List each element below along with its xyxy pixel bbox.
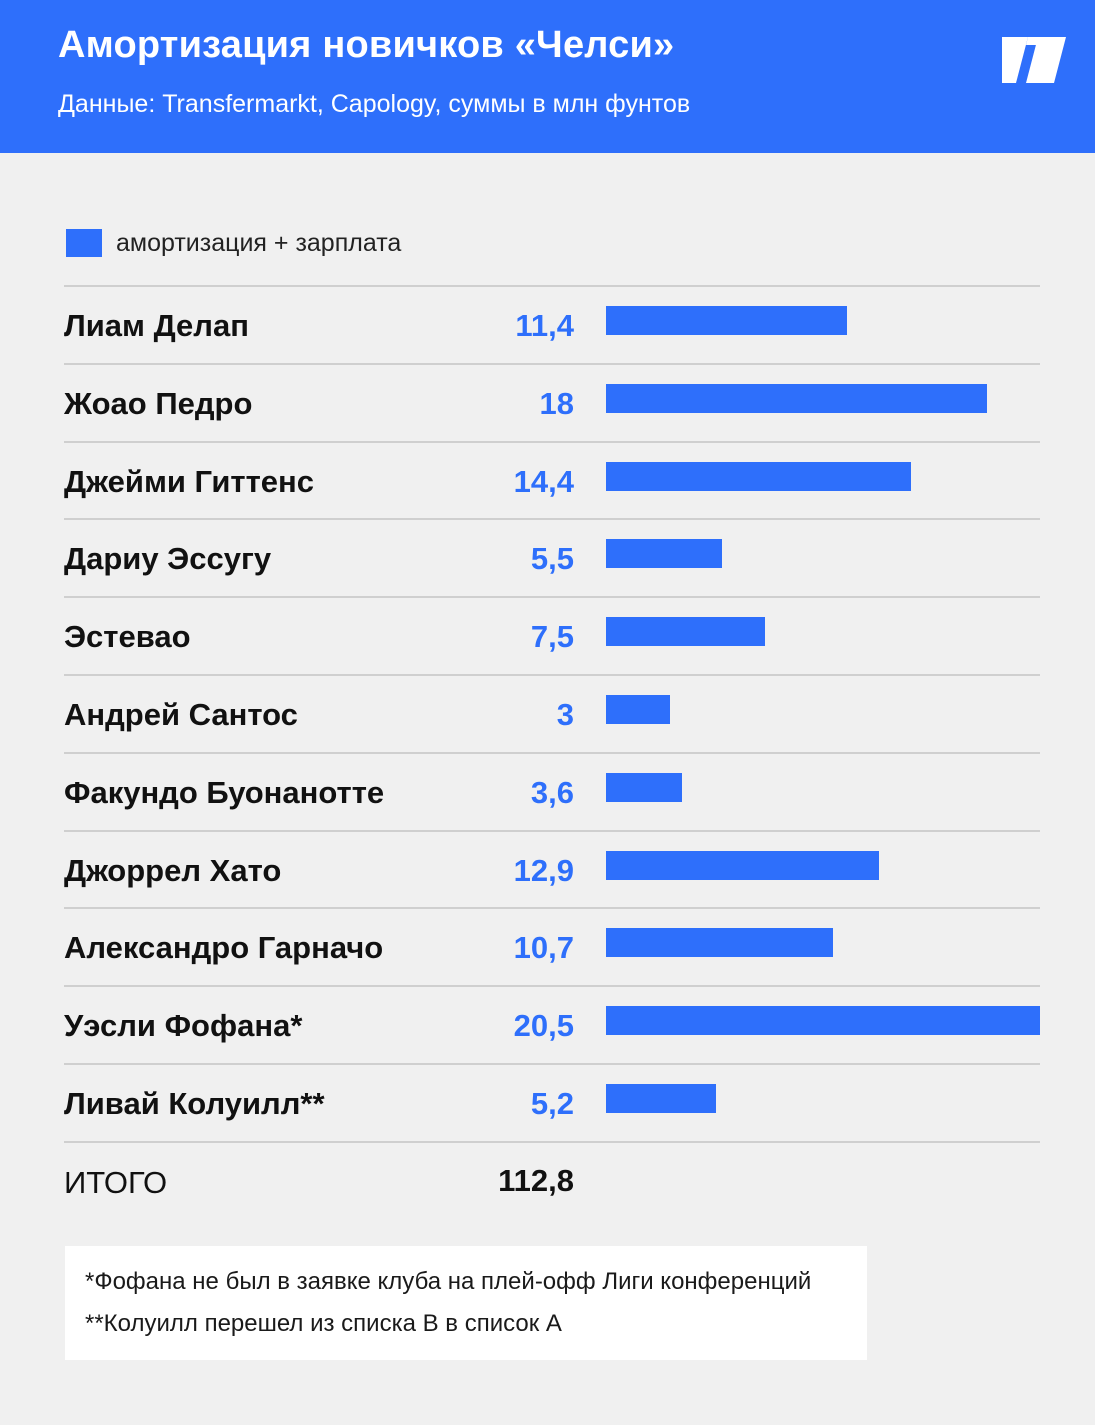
category-label: Ливай Колуилл** <box>64 1086 325 1121</box>
footnotes-box: *Фофана не был в заявке клуба на плей-оф… <box>65 1246 867 1360</box>
bar <box>606 1084 716 1113</box>
row-divider <box>64 596 1040 598</box>
bar <box>606 851 879 880</box>
data-label: 11,4 <box>515 308 574 343</box>
total-label: ИТОГО <box>64 1165 168 1200</box>
data-label: 10,7 <box>513 930 574 965</box>
bar <box>606 539 722 568</box>
legend-label: амортизация + зарплата <box>116 229 402 257</box>
data-label: 12,9 <box>513 853 574 888</box>
category-label: Джейми Гиттенс <box>64 464 314 499</box>
data-label: 7,5 <box>530 619 574 654</box>
data-label: 5,5 <box>530 541 574 576</box>
category-label: Джоррел Хато <box>64 853 282 888</box>
data-label: 5,2 <box>530 1086 574 1121</box>
row-divider <box>64 752 1040 754</box>
footnote-2: **Колуилл перешел из списка B в список A <box>85 1310 562 1337</box>
category-label: Дариу Эссугу <box>64 541 272 576</box>
category-label: Жоао Педро <box>64 386 253 421</box>
chart-title: Амортизация новичков «Челси» <box>58 24 675 66</box>
legend-swatch <box>66 229 102 257</box>
bar <box>606 928 833 957</box>
chart-row: Александро Гарначо 10,7 <box>0 908 1095 986</box>
chart-row: Джоррел Хато 12,9 <box>0 831 1095 909</box>
category-label: Андрей Сантос <box>64 697 298 732</box>
footnote-1: *Фофана не был в заявке клуба на плей-оф… <box>85 1268 812 1295</box>
chart-row: Уэсли Фофана* 20,5 <box>0 986 1095 1064</box>
chart-row: Жоао Педро 18 <box>0 364 1095 442</box>
data-label: 3,6 <box>530 775 574 810</box>
chart-row: Ливай Колуилл** 5,2 <box>0 1064 1095 1142</box>
bar <box>606 306 847 335</box>
row-divider <box>64 907 1040 909</box>
row-divider <box>64 830 1040 832</box>
data-label: 20,5 <box>513 1008 574 1043</box>
bar <box>606 773 682 802</box>
category-label: Факундо Буонанотте <box>64 775 385 810</box>
total-value: 112,8 <box>498 1163 574 1198</box>
row-divider <box>64 1063 1040 1065</box>
row-divider <box>64 363 1040 365</box>
header-banner: Амортизация новичков «Челси» Данные: Tra… <box>0 0 1095 153</box>
category-label: Уэсли Фофана* <box>64 1008 303 1043</box>
chart-row: Дариу Эссугу 5,5 <box>0 519 1095 597</box>
row-divider <box>64 1141 1040 1143</box>
bar <box>606 617 765 646</box>
category-label: Эстевао <box>64 619 191 654</box>
row-divider <box>64 285 1040 287</box>
chart-row: Факундо Буонанотте 3,6 <box>0 753 1095 831</box>
chart-row: Джейми Гиттенс 14,4 <box>0 442 1095 520</box>
bar <box>606 384 987 413</box>
data-label: 14,4 <box>513 464 574 499</box>
data-label: 3 <box>556 697 574 732</box>
row-divider <box>64 518 1040 520</box>
chart-row: Лиам Делап 11,4 <box>0 286 1095 364</box>
chart-subtitle: Данные: Transfermarkt, Capology, суммы в… <box>58 90 691 118</box>
bar <box>606 695 670 724</box>
row-divider <box>64 985 1040 987</box>
bar <box>606 1006 1040 1035</box>
data-label: 18 <box>539 386 574 421</box>
publisher-logo-icon <box>1002 37 1066 83</box>
bar <box>606 462 911 491</box>
chart-row: Андрей Сантос 3 <box>0 675 1095 753</box>
chart-row: Эстевао 7,5 <box>0 597 1095 675</box>
category-label: Лиам Делап <box>64 308 249 343</box>
row-divider <box>64 441 1040 443</box>
category-label: Александро Гарначо <box>64 930 384 965</box>
row-divider <box>64 674 1040 676</box>
